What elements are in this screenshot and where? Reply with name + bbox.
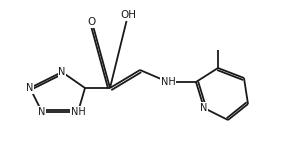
Text: O: O: [88, 17, 96, 27]
Text: N: N: [38, 107, 46, 117]
Text: N: N: [26, 83, 34, 93]
Text: OH: OH: [120, 10, 136, 20]
Text: N: N: [58, 67, 66, 77]
Text: N: N: [200, 103, 208, 113]
Text: NH: NH: [71, 107, 85, 117]
Text: NH: NH: [161, 77, 175, 87]
